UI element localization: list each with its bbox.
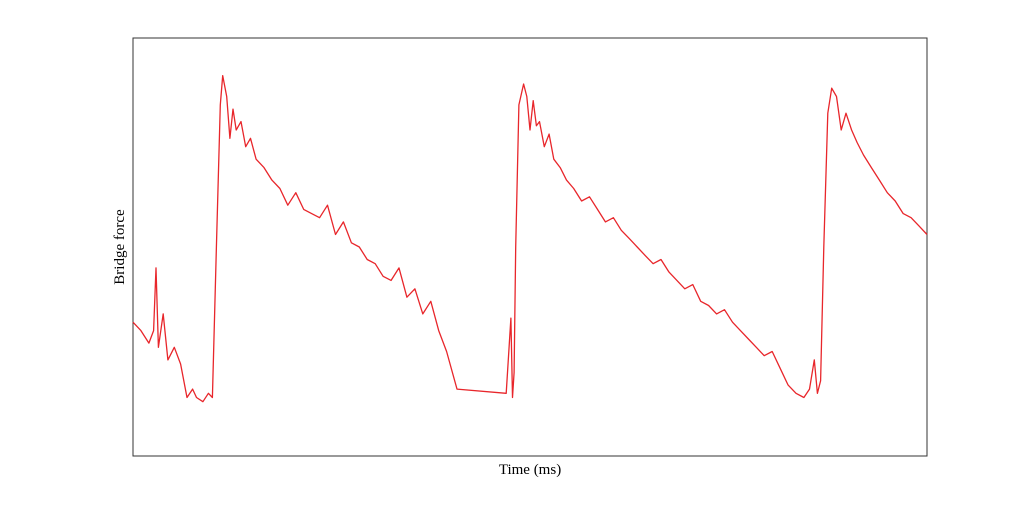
series-line-bridge-force (132, 74, 928, 403)
plot-frame (132, 37, 928, 457)
y-axis-label: Bridge force (112, 209, 128, 285)
x-axis-label: Time (ms) (499, 462, 561, 478)
